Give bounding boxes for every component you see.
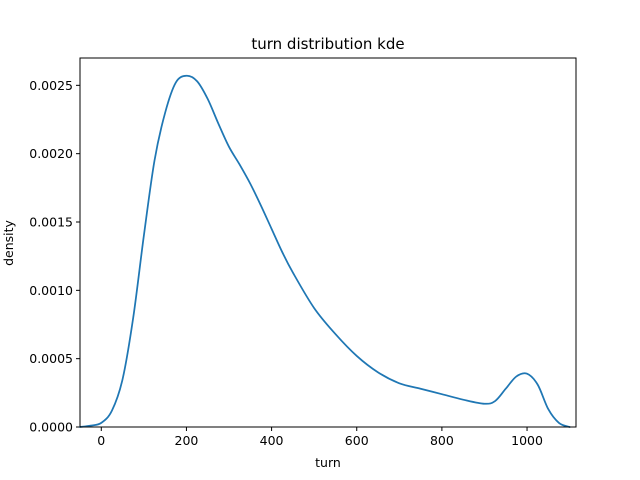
x-tick-label: 800 — [430, 433, 454, 448]
x-tick-label: 0 — [97, 433, 105, 448]
y-tick-label: 0.0010 — [29, 283, 73, 298]
y-tick-label: 0.0020 — [29, 146, 73, 161]
y-tick-label: 0.0005 — [29, 351, 73, 366]
y-axis-ticks: 0.0000 0.0005 0.0010 0.0015 0.0020 0.0025 — [29, 78, 80, 435]
x-tick-label: 1000 — [511, 433, 543, 448]
x-axis-ticks: 0 200 400 600 800 1000 — [97, 427, 543, 448]
y-tick-label: 0.0000 — [29, 420, 73, 435]
x-tick-label: 400 — [260, 433, 284, 448]
y-tick-label: 0.0015 — [29, 215, 73, 230]
x-tick-label: 200 — [175, 433, 199, 448]
plot-area — [80, 58, 576, 427]
x-tick-label: 600 — [345, 433, 369, 448]
y-axis-label: density — [1, 219, 16, 265]
chart-title: turn distribution kde — [251, 35, 404, 53]
kde-density-line — [79, 74, 571, 428]
y-tick-label: 0.0025 — [29, 78, 73, 93]
plot-frame — [79, 57, 577, 428]
x-axis-label: turn — [315, 455, 341, 470]
